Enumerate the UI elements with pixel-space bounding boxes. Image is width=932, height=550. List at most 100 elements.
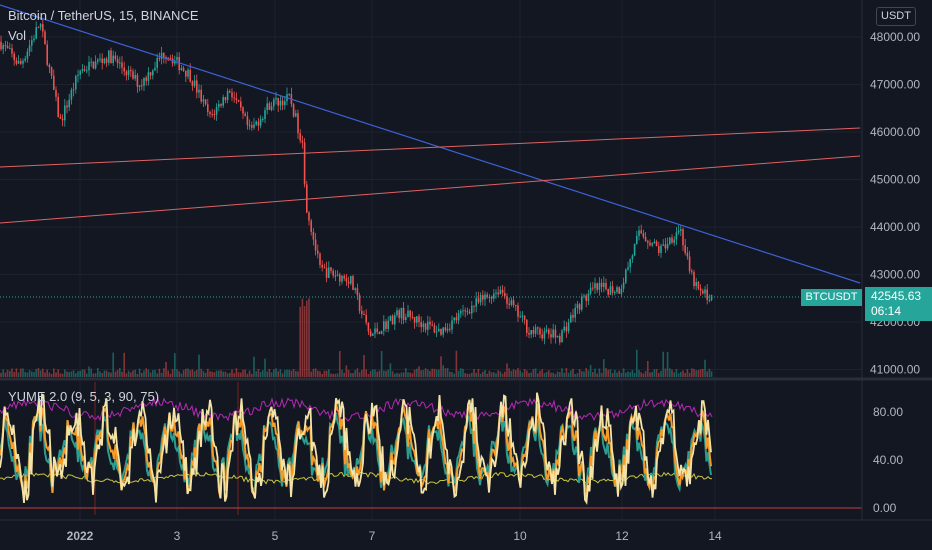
indicator-axis[interactable]: 80.00 40.00 0.00 — [873, 405, 903, 515]
candle-body — [589, 287, 592, 294]
candle-body — [240, 101, 242, 108]
volume-bar — [255, 371, 257, 377]
time-axis[interactable]: 2022 3 5 7 10 12 14 — [67, 529, 722, 543]
candle-body — [378, 331, 381, 334]
volume-label[interactable]: Vol — [8, 28, 27, 43]
volume-bar — [660, 371, 662, 377]
currency-button[interactable]: USDT — [876, 7, 916, 26]
volume-bar — [675, 369, 678, 377]
volume-bar — [336, 373, 339, 377]
volume-bar — [145, 368, 147, 377]
candle-body — [297, 113, 299, 134]
candle-body — [189, 69, 191, 82]
volume-bar — [37, 368, 40, 377]
volume-bar — [77, 371, 79, 377]
volume-bar — [578, 369, 581, 377]
volume-bar — [290, 370, 293, 377]
volume-bar — [598, 368, 601, 377]
volume-bar — [108, 372, 110, 377]
price-axis[interactable]: 48000.00 47000.00 46000.00 45000.00 44000.00… — [870, 30, 920, 377]
volume-bar — [42, 368, 44, 377]
candle-body — [328, 267, 330, 278]
candle-body — [625, 269, 627, 283]
candle-body — [642, 233, 645, 237]
volume-bar — [512, 369, 515, 377]
volume-bar — [627, 371, 629, 377]
candle-body — [149, 72, 152, 76]
candle-body — [422, 323, 425, 328]
candle-body — [50, 67, 53, 76]
volume-bar — [213, 372, 216, 377]
candle-body — [684, 245, 686, 253]
candle-body — [22, 60, 24, 64]
volume-bar — [343, 372, 345, 377]
volume-bar — [385, 370, 387, 377]
candle-body — [94, 61, 97, 69]
volume-bar — [17, 372, 20, 377]
volume-bar — [231, 369, 233, 377]
volume-bar — [341, 369, 343, 377]
candle-body — [651, 243, 653, 246]
volume-bar — [101, 373, 103, 377]
candle-body — [686, 252, 689, 257]
candle-body — [86, 70, 88, 72]
candle-body — [649, 242, 651, 246]
candle-body — [539, 328, 541, 335]
volume-bar — [242, 369, 244, 377]
volume-bar — [420, 370, 422, 377]
volume-bar — [105, 370, 108, 377]
volume-bar — [279, 369, 282, 377]
volume-bar — [605, 368, 607, 377]
candle-body — [191, 81, 194, 86]
volume-bar — [143, 370, 145, 377]
candle-body — [640, 230, 642, 234]
candle-body — [325, 267, 328, 278]
candle-body — [270, 106, 273, 110]
volume-bar — [288, 369, 290, 377]
volume-bar — [596, 373, 598, 377]
trendline-descending[interactable] — [0, 4, 861, 284]
volume-bar — [708, 368, 711, 377]
candle-body — [75, 76, 77, 90]
candle-body — [24, 58, 26, 61]
candle-body — [312, 231, 315, 240]
candle-body — [644, 236, 647, 241]
volume-bar — [486, 373, 488, 377]
volume-bar — [79, 370, 81, 377]
candle-body — [277, 98, 279, 106]
volume-bar — [710, 371, 713, 377]
volume-bar — [215, 370, 218, 377]
candle-body — [545, 329, 548, 332]
volume-bar — [70, 371, 73, 377]
volume-bars — [0, 298, 713, 377]
candle-body — [59, 117, 62, 119]
volume-bar — [88, 366, 90, 377]
indicator-label[interactable]: YUME 2.0 (9, 5, 3, 90, 75) — [8, 389, 160, 404]
volume-bar — [471, 372, 473, 377]
symbol-title[interactable]: Bitcoin / TetherUS, 15, BINANCE — [8, 8, 199, 23]
volume-bar — [457, 370, 460, 377]
candle-body — [682, 229, 684, 246]
trendline-upper-red[interactable] — [0, 127, 861, 168]
volume-bar — [189, 370, 191, 377]
candle-body — [48, 64, 51, 68]
volume-bar — [354, 370, 356, 377]
candle-body — [88, 61, 90, 71]
volume-bar — [424, 368, 427, 377]
candle-body — [548, 329, 550, 335]
candle-body — [72, 89, 75, 91]
volume-bar — [411, 373, 414, 377]
volume-bar — [363, 355, 365, 377]
volume-bar — [396, 372, 398, 377]
candle-body — [532, 330, 535, 334]
trendline-lower-red[interactable] — [0, 155, 861, 224]
volume-bar — [609, 369, 612, 377]
volume-bar — [138, 368, 141, 377]
volume-bar — [251, 373, 253, 377]
candle-body — [99, 58, 101, 60]
volume-bar — [97, 368, 99, 377]
candle-body — [68, 99, 70, 108]
volume-bar — [563, 372, 565, 377]
volume-bar — [224, 371, 227, 377]
